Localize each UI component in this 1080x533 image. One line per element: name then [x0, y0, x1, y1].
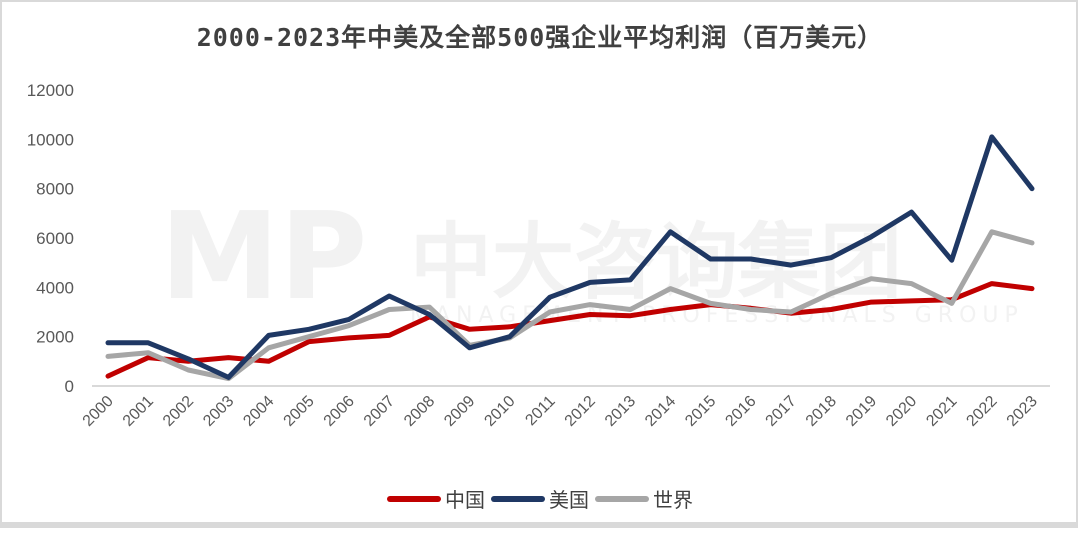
x-tick-label: 2016	[722, 393, 759, 430]
x-tick-label: 2018	[803, 393, 840, 430]
x-tick-label: 2013	[602, 393, 639, 430]
x-tick-label: 2023	[1004, 393, 1041, 430]
x-tick-label: 2005	[281, 393, 318, 430]
x-tick-label: 2017	[763, 393, 800, 430]
x-tick-label: 2001	[120, 393, 157, 430]
y-tick-label: 2000	[36, 328, 74, 347]
x-tick-label: 2008	[401, 393, 438, 430]
watermark-logo: MP	[160, 188, 367, 327]
y-tick-label: 6000	[36, 229, 74, 248]
y-tick-label: 10000	[27, 130, 74, 149]
y-tick-label: 8000	[36, 180, 74, 199]
x-tick-label: 2019	[843, 393, 880, 430]
legend-swatch-china	[387, 495, 441, 502]
x-axis: 2000 2001 2002 2003 2004 2005 2006 2007 2008 2009…	[80, 393, 1041, 430]
x-tick-label: 2021	[923, 393, 960, 430]
y-tick-label: 0	[65, 377, 74, 396]
x-tick-label: 2003	[200, 393, 237, 430]
x-tick-label: 2022	[963, 393, 1000, 430]
x-tick-label: 2006	[321, 393, 358, 430]
legend-item-usa: 美国	[491, 484, 589, 513]
series-line-world	[105, 229, 1035, 382]
legend-item-world: 世界	[595, 484, 693, 513]
chart-title: 2000-2023年中美及全部500强企业平均利润（百万美元）	[196, 23, 884, 52]
x-tick-label: 2004	[240, 393, 277, 430]
x-tick-label: 2020	[883, 393, 920, 430]
x-tick-label: 2015	[682, 393, 719, 430]
legend: 中国 美国 世界	[0, 484, 1080, 513]
x-tick-label: 2002	[160, 393, 197, 430]
series-line-usa	[105, 134, 1035, 380]
x-tick-label: 2014	[642, 393, 679, 430]
series-line-china	[105, 281, 1035, 379]
x-tick-label: 2012	[562, 393, 599, 430]
x-tick-label: 2007	[361, 393, 398, 430]
y-tick-label: 12000	[27, 81, 74, 100]
x-tick-label: 2009	[441, 393, 478, 430]
legend-swatch-world	[595, 495, 649, 502]
legend-swatch-usa	[491, 495, 545, 502]
x-tick-label: 2000	[80, 393, 117, 430]
y-axis: 0 2000 4000 6000 8000 10000 12000	[27, 81, 74, 396]
x-tick-label: 2010	[481, 393, 518, 430]
legend-item-china: 中国	[387, 484, 485, 513]
legend-label-usa: 美国	[549, 488, 589, 512]
series-lines	[105, 134, 1035, 382]
y-tick-label: 4000	[36, 278, 74, 297]
x-tick-label: 2011	[522, 393, 558, 429]
legend-label-world: 世界	[653, 488, 693, 512]
legend-label-china: 中国	[445, 488, 485, 512]
